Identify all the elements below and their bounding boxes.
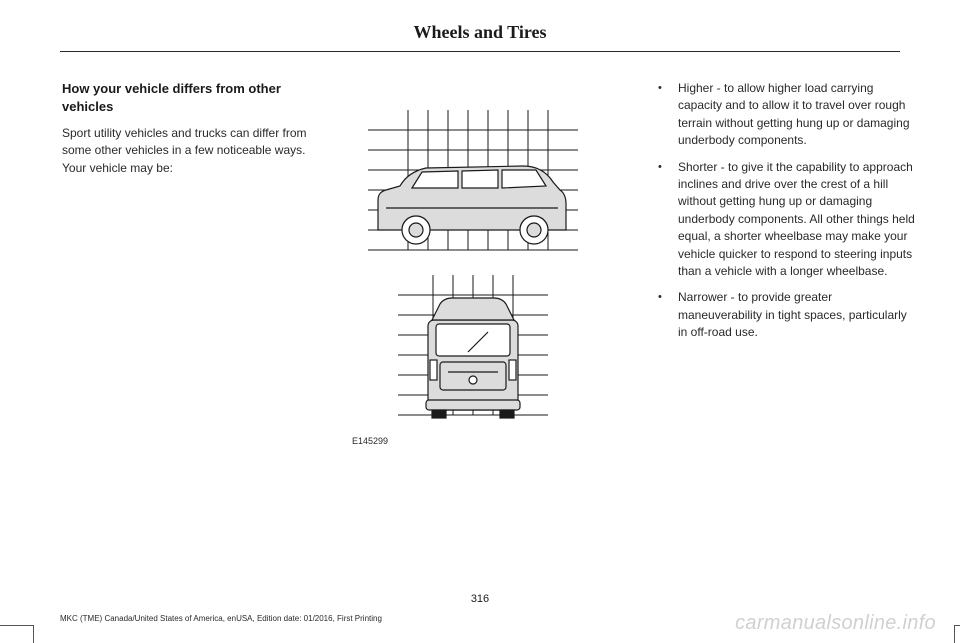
- bullet-list: • Higher - to allow higher load carrying…: [658, 80, 916, 341]
- right-column: • Higher - to allow higher load carrying…: [658, 80, 916, 446]
- list-item: • Higher - to allow higher load carrying…: [658, 80, 916, 150]
- list-item: • Shorter - to give it the capability to…: [658, 159, 916, 281]
- left-column: How your vehicle differs from other vehi…: [62, 80, 330, 446]
- bullet-text: Narrower - to provide greater maneuverab…: [678, 289, 916, 341]
- bullet-icon: •: [658, 159, 678, 281]
- page-title: Wheels and Tires: [0, 22, 960, 43]
- bullet-text: Shorter - to give it the capability to a…: [678, 159, 916, 281]
- figure-caption: E145299: [352, 436, 640, 446]
- crop-mark-icon: [954, 625, 960, 643]
- center-column: E145299: [348, 80, 640, 446]
- bullet-text: Higher - to allow higher load carrying c…: [678, 80, 916, 150]
- watermark: carmanualsonline.info: [735, 612, 936, 635]
- vehicle-diagram-svg: [348, 100, 598, 430]
- intro-paragraph: Sport utility vehicles and trucks can di…: [62, 125, 330, 177]
- content-columns: How your vehicle differs from other vehi…: [0, 52, 960, 446]
- bullet-icon: •: [658, 289, 678, 341]
- page-header: Wheels and Tires: [0, 0, 960, 51]
- list-item: • Narrower - to provide greater maneuver…: [658, 289, 916, 341]
- vehicle-figure: E145299: [348, 100, 640, 446]
- footer-text: MKC (TME) Canada/United States of Americ…: [60, 614, 382, 623]
- crop-mark-icon: [0, 625, 34, 643]
- bullet-icon: •: [658, 80, 678, 150]
- sub-heading: How your vehicle differs from other vehi…: [62, 80, 330, 115]
- page-number: 316: [0, 593, 960, 605]
